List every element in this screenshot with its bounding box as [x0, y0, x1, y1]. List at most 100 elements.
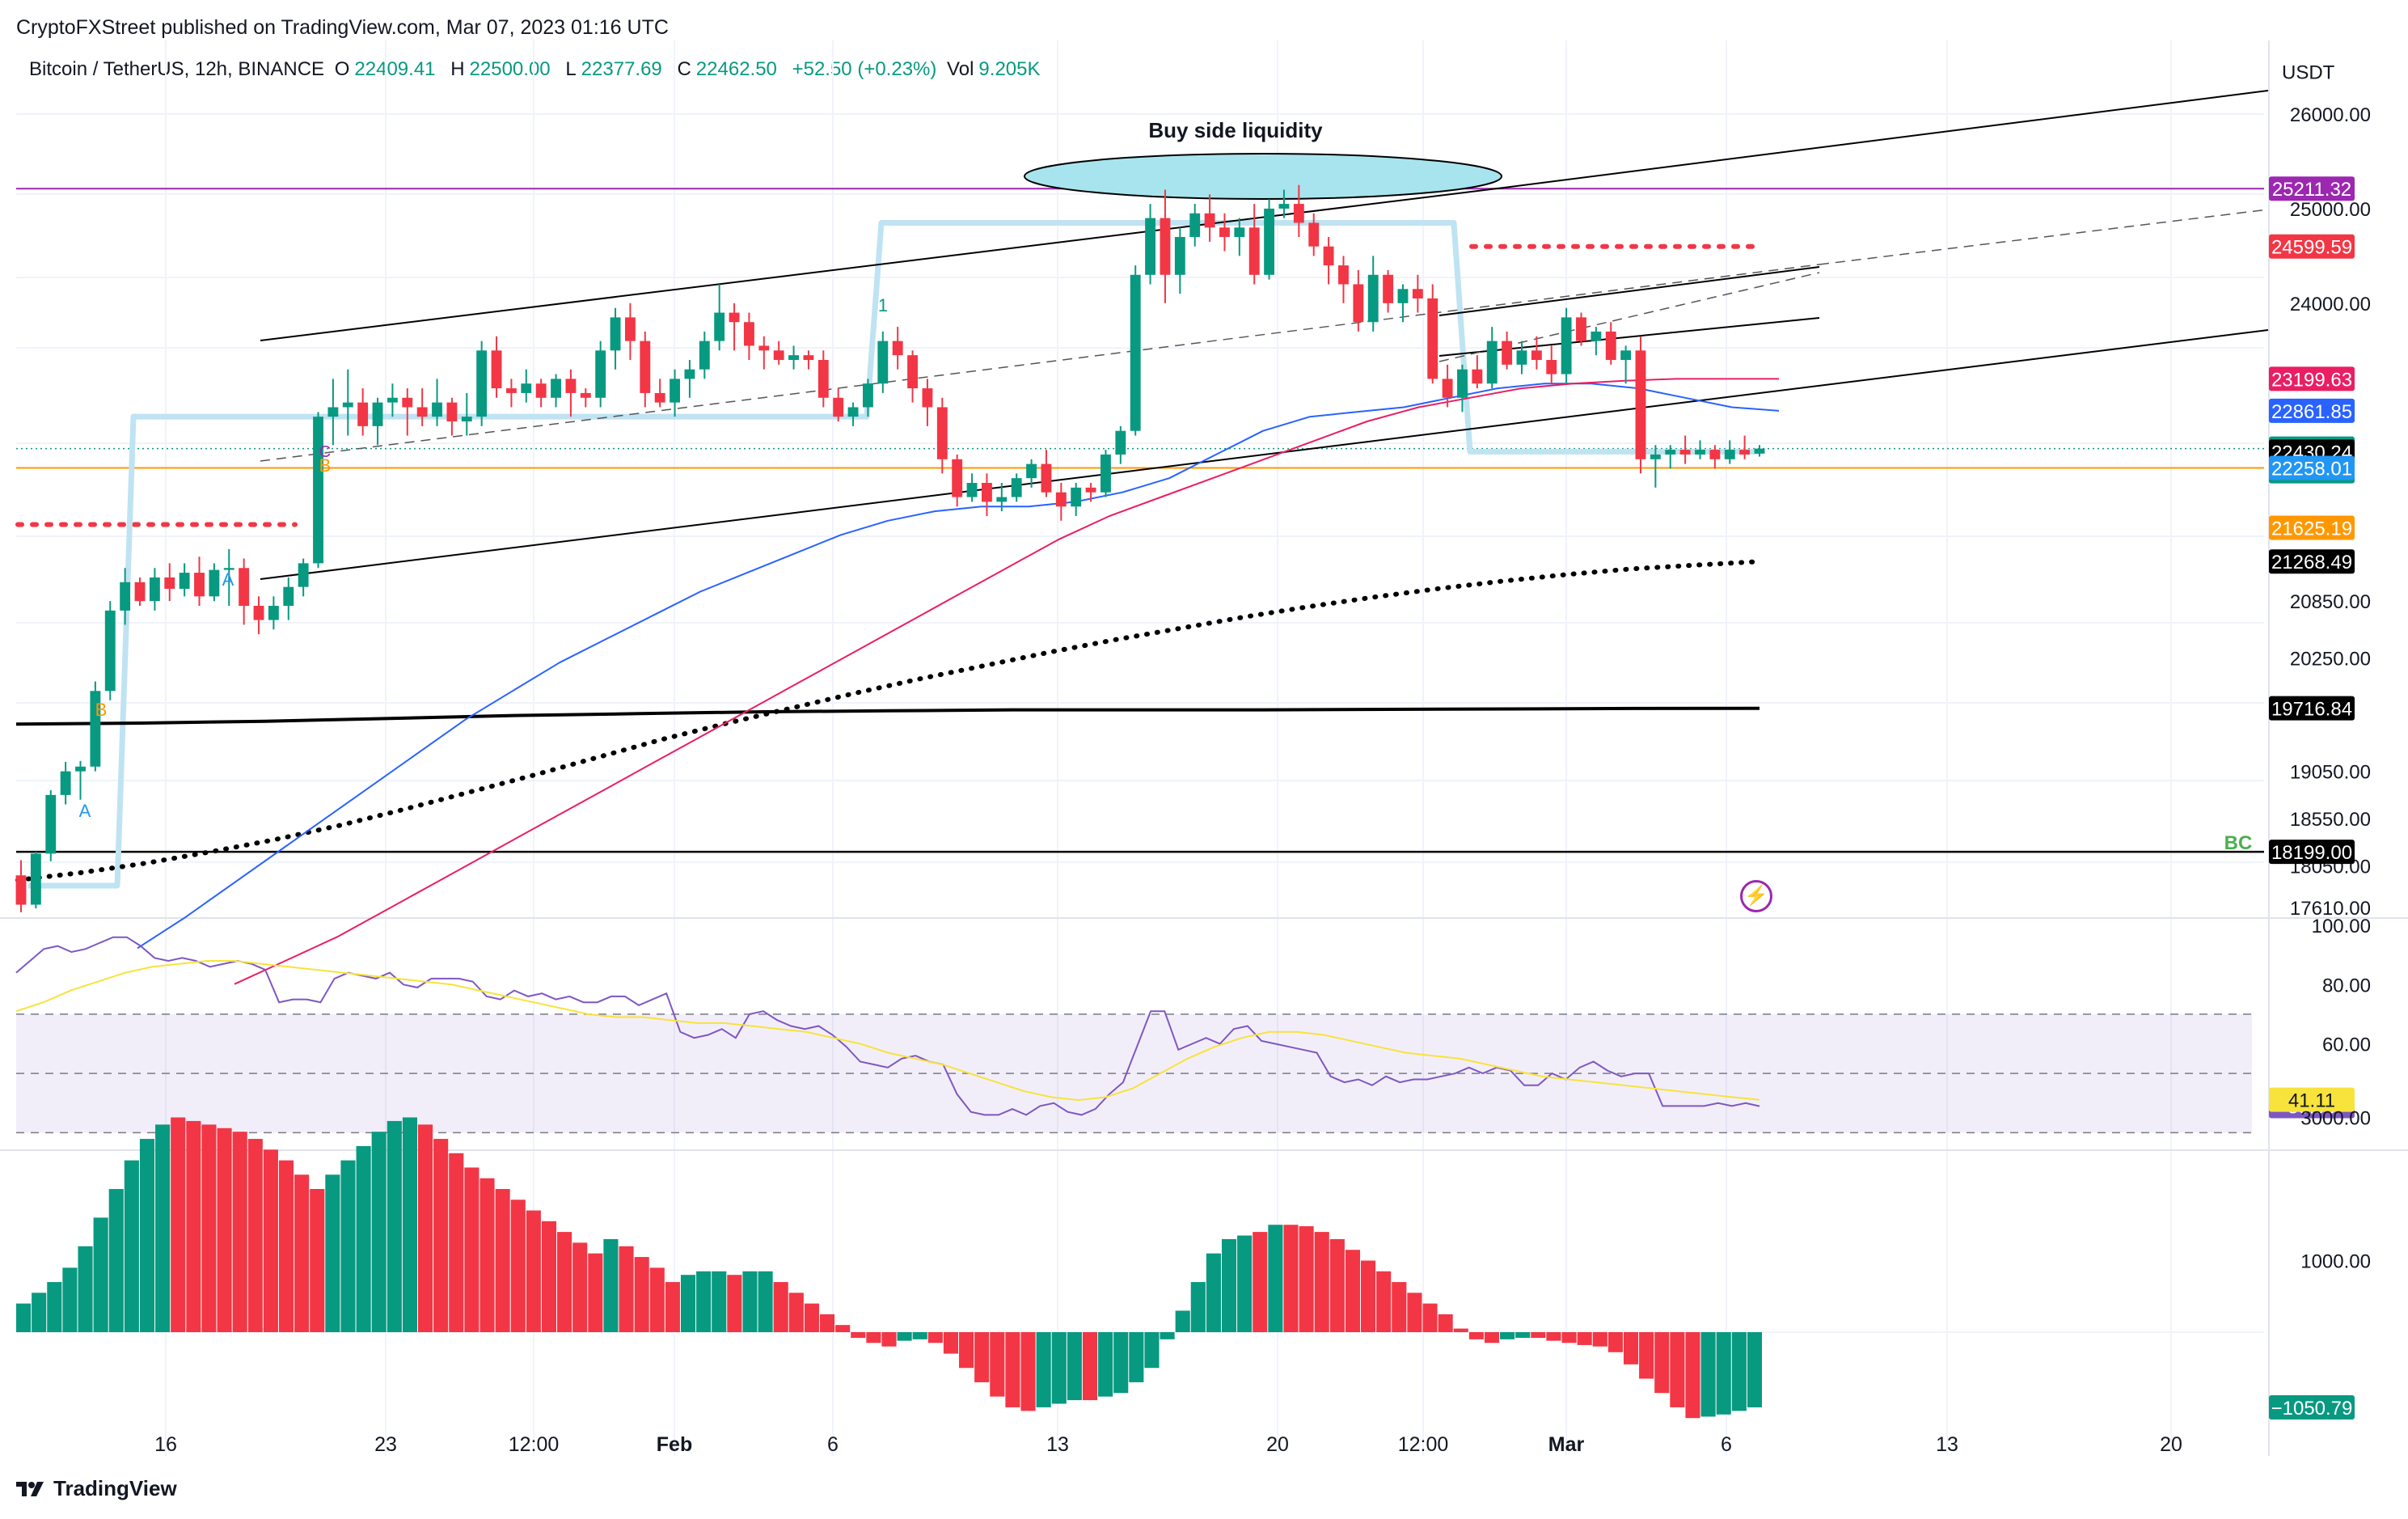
histogram-bar [1268, 1225, 1283, 1332]
histogram-bar [1747, 1332, 1762, 1407]
annotation-label: Buy side liquidity [1148, 118, 1323, 142]
price-axis-tick: 20850.00 [2290, 591, 2371, 613]
candle-body [788, 355, 799, 361]
candle-body [1100, 454, 1111, 493]
candle-body [714, 312, 725, 341]
price-label: 24599.59 [2271, 237, 2352, 259]
time-axis-tick: 20 [1266, 1433, 1289, 1456]
histogram-bar [881, 1332, 897, 1347]
candle-body [239, 568, 250, 607]
price-axis-tick: 20250.00 [2290, 648, 2371, 670]
histogram-bar [310, 1189, 325, 1332]
candle-body [877, 341, 889, 384]
candle-body [1248, 227, 1260, 275]
price-label-box [2269, 696, 2355, 721]
histogram-bar [1082, 1332, 1098, 1401]
histogram-bar [1206, 1253, 1221, 1332]
histogram-bar [294, 1174, 310, 1332]
histogram-bar [758, 1271, 773, 1332]
histogram-bar [1237, 1235, 1253, 1332]
marker-label: B [319, 455, 332, 476]
candle-body [1115, 430, 1126, 455]
histogram-bar [819, 1314, 835, 1332]
marker-label: C [319, 443, 331, 461]
histogram-bar [1005, 1332, 1020, 1407]
histogram-bar [356, 1145, 371, 1332]
price-axis-tick: 18550.00 [2290, 809, 2371, 831]
histogram-bar [16, 1303, 32, 1332]
rsi-axis-tick: 100.00 [2312, 916, 2371, 937]
rsi-axis-tick: 80.00 [2322, 975, 2371, 996]
histogram-bar [47, 1282, 62, 1332]
candle-body [1709, 450, 1721, 459]
price-axis-tick: 24000.00 [2290, 294, 2371, 315]
candle-body [313, 417, 323, 564]
candle-body [1367, 274, 1379, 323]
change-value: +52.50 (+0.23%) [792, 58, 937, 80]
candle-body [1620, 350, 1632, 361]
histogram-bar [186, 1120, 201, 1332]
price-axis-tick: 19050.00 [2290, 762, 2371, 784]
candle-body [521, 383, 532, 393]
histogram-bar [603, 1238, 619, 1332]
candle-body [1308, 222, 1320, 247]
time-axis-tick: 6 [827, 1433, 839, 1456]
time-axis-tick: Feb [657, 1433, 692, 1456]
rsi-value-box [2269, 1087, 2355, 1112]
trendline [1503, 90, 2269, 188]
marker-label: A [222, 569, 234, 590]
candle-body [1754, 448, 1765, 454]
candle-body [1264, 208, 1275, 275]
volume-value: 9.205K [978, 58, 1041, 80]
open-label: O [334, 58, 350, 80]
high-value: 22500.00 [469, 58, 551, 80]
candle-body [268, 606, 279, 620]
candle-body [1561, 317, 1572, 374]
histogram-bar [417, 1124, 433, 1332]
histogram-bar [1407, 1293, 1422, 1332]
candle-body [372, 402, 383, 426]
histogram-bar [1654, 1332, 1670, 1394]
histogram-bar [835, 1325, 851, 1332]
trendline [1438, 266, 1820, 316]
candle-body [817, 360, 829, 398]
histogram-bar [217, 1128, 232, 1332]
candle-body [15, 875, 27, 905]
ema-dotted-line [15, 559, 1762, 883]
candle-body [982, 483, 992, 502]
histogram-bar [325, 1174, 340, 1332]
histogram-bar [1438, 1314, 1453, 1332]
histogram-bar [851, 1332, 866, 1339]
candle-body [1071, 487, 1082, 507]
candle-body [194, 573, 205, 597]
candle-body [743, 322, 754, 346]
close-value: 22462.50 [695, 58, 777, 80]
candle-body [1591, 331, 1602, 341]
candle-body [476, 350, 488, 417]
histogram-bar [278, 1160, 294, 1332]
candle-body [1531, 350, 1542, 361]
histogram-bar [557, 1232, 572, 1332]
histogram-bar [974, 1332, 990, 1382]
candle-body [505, 388, 517, 393]
histogram-bar [1515, 1332, 1531, 1339]
histogram-bar [1500, 1332, 1515, 1339]
candle-body [1739, 450, 1751, 455]
candle-body [134, 582, 146, 602]
candle-body [595, 350, 606, 398]
candle-body [684, 369, 695, 379]
candle-body [1502, 341, 1513, 365]
candle-body [1516, 350, 1527, 365]
histogram-bar [1422, 1303, 1438, 1332]
candle-body [936, 407, 948, 459]
histogram-bar [526, 1210, 541, 1332]
candle-body [966, 483, 978, 497]
candle-body [1695, 450, 1705, 455]
candle-body [551, 379, 561, 398]
histogram-bar [108, 1189, 124, 1332]
trendline-dashed [260, 264, 1820, 462]
time-axis-tick: 13 [1936, 1433, 1958, 1456]
lightning-icon[interactable]: ⚡ [1740, 880, 1772, 912]
histogram-bar [1716, 1332, 1731, 1415]
